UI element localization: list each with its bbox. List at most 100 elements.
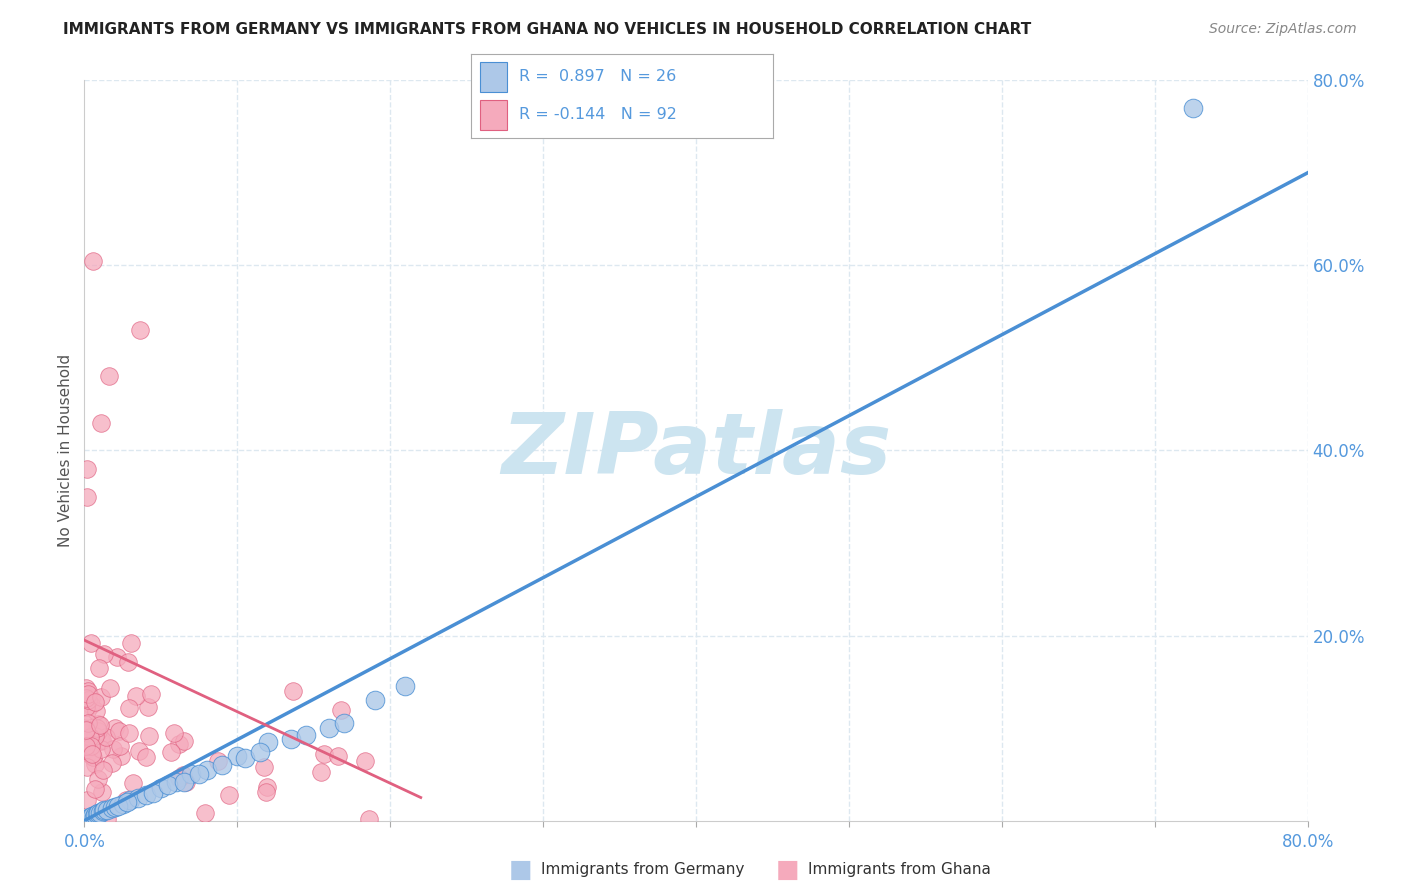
- Point: [101, 800, 124, 814]
- Point: [1181, 101, 1204, 115]
- Bar: [479, 62, 508, 92]
- Point: [359, 812, 381, 826]
- Point: [309, 765, 332, 780]
- Point: [218, 789, 240, 803]
- Point: [115, 795, 138, 809]
- Point: [96, 812, 118, 826]
- Y-axis label: No Vehicles in Household: No Vehicles in Household: [58, 354, 73, 547]
- Point: [76, 704, 98, 718]
- Point: [79, 730, 101, 744]
- Point: [211, 758, 233, 772]
- Point: [80, 691, 103, 706]
- Point: [127, 790, 149, 805]
- Bar: [479, 100, 508, 130]
- Point: [121, 776, 143, 790]
- Point: [90, 416, 112, 430]
- Point: [77, 683, 100, 698]
- Point: [141, 687, 163, 701]
- Text: IMMIGRANTS FROM GERMANY VS IMMIGRANTS FROM GHANA NO VEHICLES IN HOUSEHOLD CORREL: IMMIGRANTS FROM GERMANY VS IMMIGRANTS FR…: [63, 22, 1032, 37]
- Point: [79, 698, 101, 712]
- Point: [167, 771, 190, 785]
- Point: [253, 760, 276, 774]
- Point: [83, 757, 105, 772]
- Point: [75, 699, 97, 714]
- Point: [90, 733, 112, 747]
- Point: [82, 253, 104, 268]
- Point: [75, 681, 97, 695]
- Point: [249, 745, 271, 759]
- Point: [138, 729, 160, 743]
- Point: [90, 733, 112, 747]
- Point: [77, 716, 100, 731]
- Point: [188, 767, 211, 781]
- Text: Immigrants from Ghana: Immigrants from Ghana: [808, 863, 991, 877]
- Point: [75, 813, 97, 827]
- Point: [120, 636, 142, 650]
- Point: [394, 680, 416, 694]
- Point: [80, 747, 103, 762]
- Point: [87, 772, 110, 786]
- Point: [79, 810, 101, 824]
- Point: [96, 803, 118, 817]
- Point: [75, 722, 97, 736]
- Point: [326, 749, 349, 764]
- Point: [98, 681, 121, 696]
- Point: [117, 655, 139, 669]
- Point: [120, 793, 142, 807]
- Text: ■: ■: [509, 858, 531, 881]
- Point: [91, 805, 114, 819]
- Point: [84, 704, 107, 718]
- Point: [77, 688, 100, 702]
- Point: [83, 810, 105, 824]
- Point: [76, 793, 98, 807]
- Point: [149, 781, 172, 796]
- Point: [75, 723, 97, 737]
- Point: [111, 797, 134, 811]
- Point: [104, 721, 127, 735]
- Point: [82, 749, 104, 764]
- Point: [114, 792, 136, 806]
- Point: [194, 806, 217, 821]
- Point: [77, 811, 100, 825]
- Point: [101, 742, 124, 756]
- Point: [100, 756, 122, 770]
- Point: [83, 782, 105, 797]
- Point: [75, 726, 97, 740]
- Text: ■: ■: [776, 858, 799, 881]
- Point: [77, 746, 100, 760]
- Point: [76, 760, 98, 774]
- Point: [167, 737, 190, 751]
- Point: [135, 788, 157, 802]
- Point: [207, 754, 229, 768]
- Point: [254, 785, 277, 799]
- Point: [77, 741, 100, 756]
- Point: [333, 716, 356, 731]
- Point: [128, 323, 150, 337]
- Point: [77, 740, 100, 755]
- Point: [118, 700, 141, 714]
- Point: [80, 636, 103, 650]
- Point: [84, 808, 107, 822]
- Point: [312, 747, 335, 761]
- Point: [280, 732, 302, 747]
- Point: [80, 809, 103, 823]
- Text: Immigrants from Germany: Immigrants from Germany: [541, 863, 745, 877]
- Point: [76, 462, 98, 476]
- Point: [257, 735, 280, 749]
- Point: [226, 748, 249, 763]
- Point: [125, 689, 148, 703]
- Point: [318, 721, 340, 735]
- Point: [174, 775, 197, 789]
- Point: [165, 774, 187, 789]
- Point: [84, 729, 107, 743]
- Point: [76, 490, 98, 504]
- Text: R = -0.144   N = 92: R = -0.144 N = 92: [519, 107, 678, 122]
- Point: [256, 780, 278, 794]
- Text: Source: ZipAtlas.com: Source: ZipAtlas.com: [1209, 22, 1357, 37]
- Point: [75, 691, 97, 706]
- Point: [160, 745, 183, 759]
- Point: [80, 747, 103, 761]
- Point: [118, 726, 141, 740]
- Point: [76, 812, 98, 826]
- Point: [107, 798, 129, 813]
